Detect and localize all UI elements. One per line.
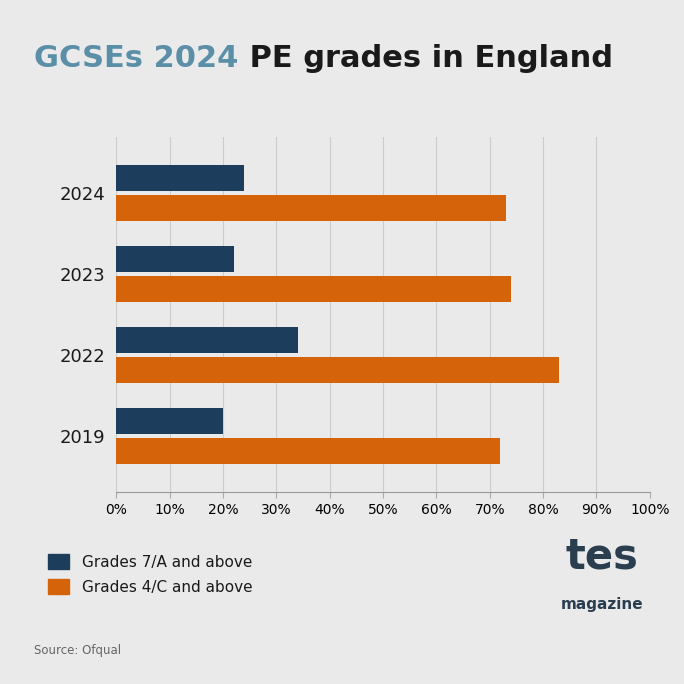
Text: GCSEs 2024: GCSEs 2024 <box>34 44 239 73</box>
Bar <box>116 408 223 434</box>
Bar <box>116 196 505 222</box>
Bar <box>116 327 298 353</box>
Bar <box>116 276 511 302</box>
Text: tes: tes <box>566 536 638 578</box>
Text: PE grades in England: PE grades in England <box>239 44 613 73</box>
Text: magazine: magazine <box>561 597 643 612</box>
Bar <box>116 166 244 192</box>
Bar <box>116 246 234 272</box>
Bar <box>116 357 559 383</box>
Text: Source: Ofqual: Source: Ofqual <box>34 644 121 657</box>
Legend: Grades 7/A and above, Grades 4/C and above: Grades 7/A and above, Grades 4/C and abo… <box>42 549 259 601</box>
Bar <box>116 438 501 464</box>
